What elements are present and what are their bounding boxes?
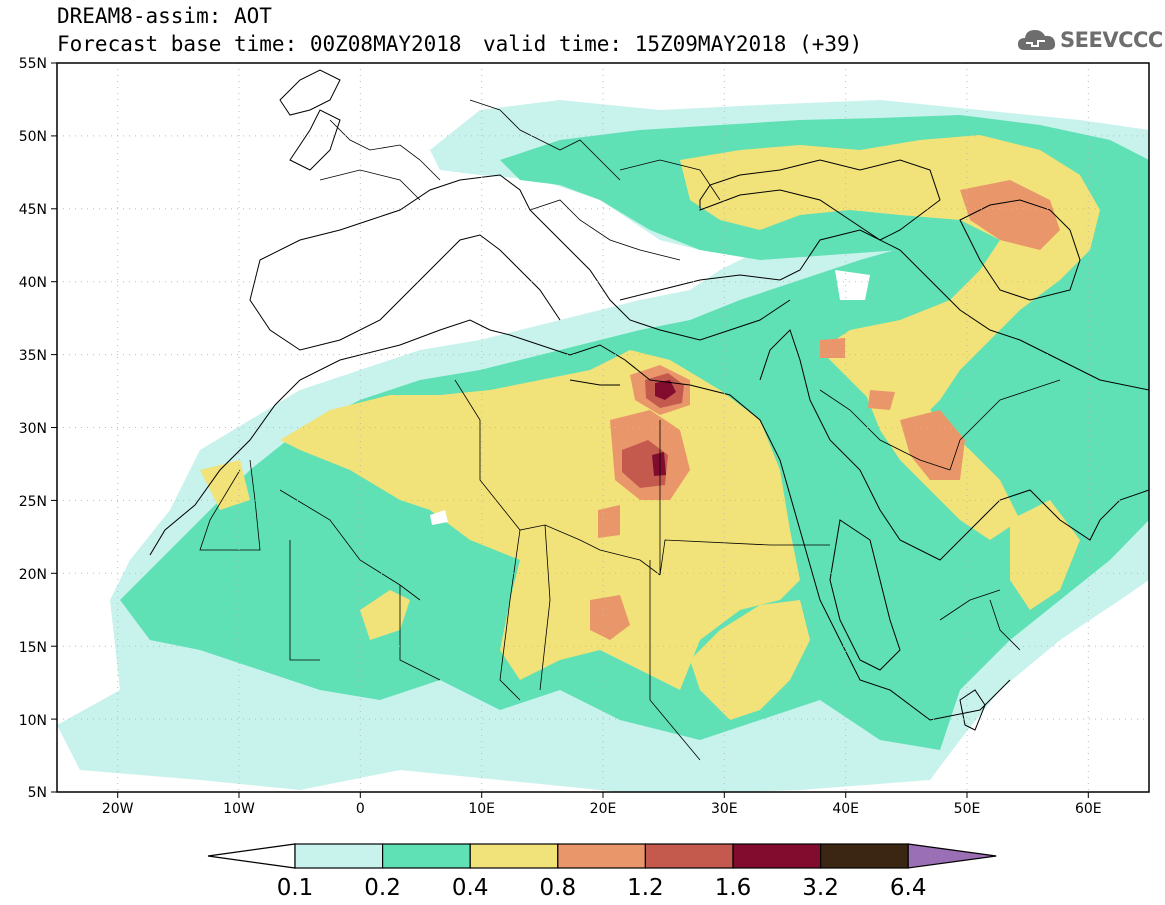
forecast-base-time: Forecast base time: 00Z08MAY2018: [57, 32, 462, 56]
logo-text: SEEVCCC: [1060, 28, 1163, 52]
colorbar-label: 6.4: [890, 875, 927, 901]
colorbar-label: 1.6: [715, 875, 752, 901]
chart-title-line1: DREAM8-assim: AOT: [57, 4, 272, 28]
colorbar-swatch: [557, 843, 646, 869]
cloud-icon: [1018, 30, 1056, 50]
lon-label: 50E: [954, 801, 981, 817]
colorbar-label: 1.2: [627, 875, 664, 901]
lat-label: 25N: [19, 494, 47, 510]
lon-label: 40E: [832, 801, 859, 817]
lon-label: 20W: [102, 801, 134, 817]
lon-label: 10W: [223, 801, 255, 817]
lon-label: 20E: [590, 801, 617, 817]
valid-time: valid time: 15Z09MAY2018 (+39): [483, 32, 863, 56]
lon-label: 60E: [1075, 801, 1102, 817]
latitude-labels: 55N 50N 45N 40N 35N 30N 25N 20N 15N 10N …: [19, 56, 47, 801]
colorbar-swatch: [382, 843, 471, 869]
colorbar-swatch: [469, 843, 559, 869]
lat-label: 30N: [19, 421, 47, 437]
lat-label: 5N: [28, 785, 47, 801]
lat-label: 20N: [19, 567, 47, 583]
lat-label: 10N: [19, 713, 47, 729]
lat-label: 15N: [19, 640, 47, 656]
lat-label: 50N: [19, 129, 47, 145]
lat-label: 55N: [19, 56, 47, 72]
lat-label: 45N: [19, 202, 47, 218]
colorbar: 0.1 0.2 0.4 0.8 1.2 1.6 3.2 6.4: [207, 843, 997, 901]
colorbar-label: 0.2: [364, 875, 401, 901]
colorbar-swatch: [819, 843, 909, 869]
gridlines: [57, 63, 1149, 792]
aot-map: 55N 50N 45N 40N 35N 30N 25N 20N 15N 10N …: [19, 56, 1150, 817]
colorbar-swatch: [732, 843, 822, 869]
lon-label: 10E: [468, 801, 495, 817]
colorbar-arrow-low: [207, 843, 296, 869]
seevccc-logo: SEEVCCC: [1018, 24, 1163, 56]
lon-label: 0: [356, 801, 365, 817]
colorbar-label: 0.4: [452, 875, 489, 901]
colorbar-label: 3.2: [802, 875, 839, 901]
lon-label: 30E: [711, 801, 738, 817]
lat-label: 40N: [19, 275, 47, 291]
colorbar-swatch: [644, 843, 734, 869]
lat-label: 35N: [19, 348, 47, 364]
longitude-labels: 20W 10W 0 10E 20E 30E 40E 50E 60E: [102, 801, 1102, 817]
colorbar-swatch: [294, 843, 384, 869]
colorbar-label: 0.1: [277, 875, 314, 901]
colorbar-label: 0.8: [540, 875, 577, 901]
borders: [199, 99, 1061, 761]
axis-ticks: [51, 62, 1089, 798]
colorbar-arrow-high: [907, 843, 997, 869]
